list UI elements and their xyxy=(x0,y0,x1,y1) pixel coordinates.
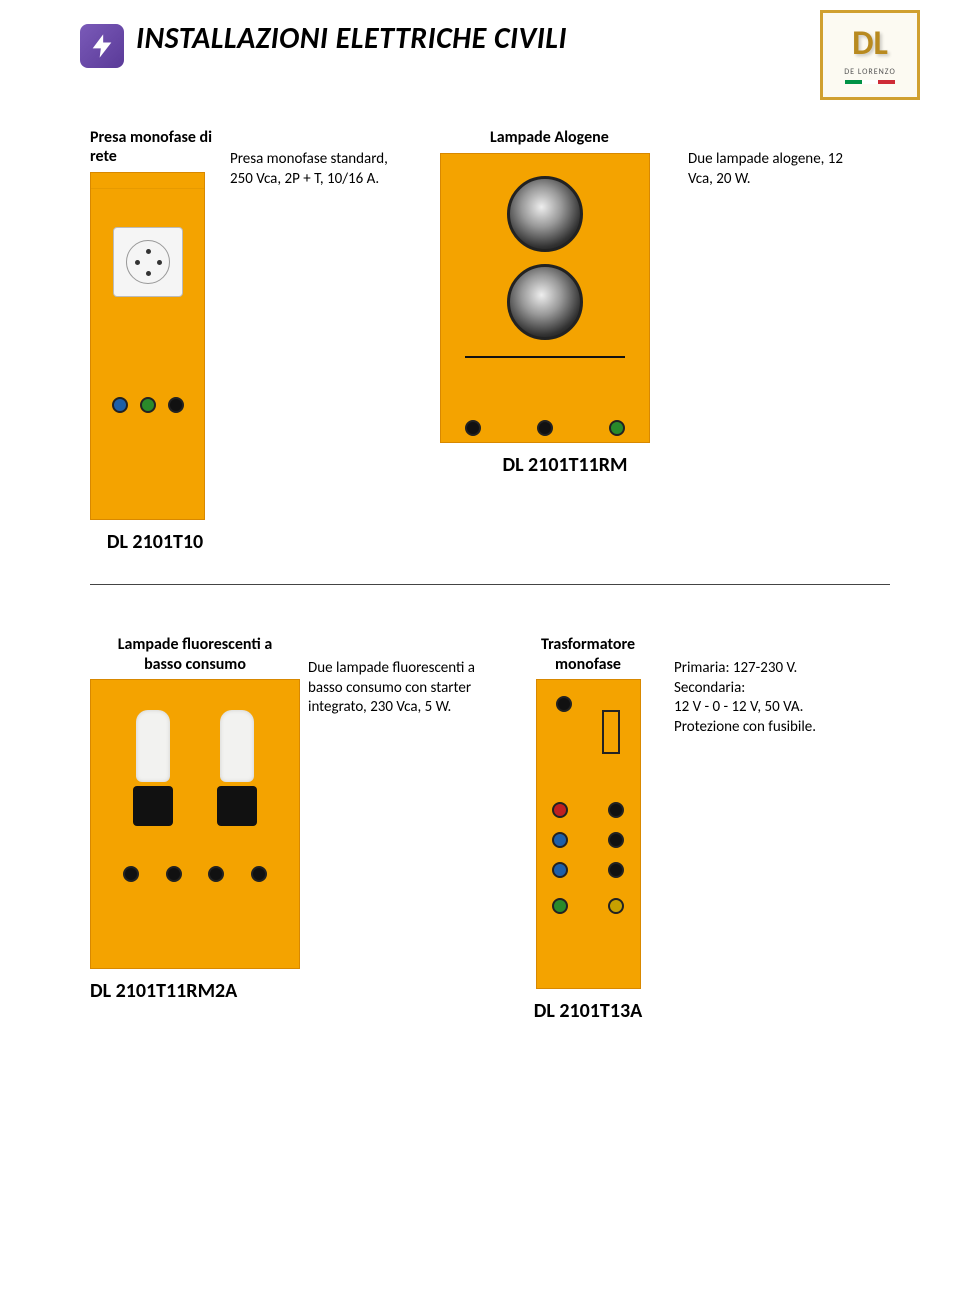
alogene-desc-col: Due lampade alogene, 12 Vca, 20 W. xyxy=(688,150,858,189)
product-fluorescenti: Lampade fluorescenti a basso consumo xyxy=(90,635,300,1003)
trasf-code: DL 2101T13A xyxy=(518,999,658,1023)
terminal-row xyxy=(465,420,625,436)
logo-text: DL xyxy=(852,27,888,61)
flag-white xyxy=(862,80,879,84)
presa-desc: Presa monofase standard, 250 Vca, 2P + T… xyxy=(230,150,410,189)
content-area: Presa monofase di rete DL 21 xyxy=(0,68,960,1023)
alogene-code: DL 2101T11RM xyxy=(460,453,670,477)
halogen-lamp-icon xyxy=(507,264,583,340)
fluor-title: Lampade fluorescenti a basso consumo xyxy=(90,635,300,675)
fuse-icon xyxy=(602,710,620,754)
fluor-image xyxy=(90,679,300,969)
trasf-desc: Primaria: 127-230 V. Secondaria: 12 V - … xyxy=(674,659,854,737)
flag-icon xyxy=(845,80,895,84)
page-title: INSTALLAZIONI ELETTRICHE CIVILI xyxy=(136,20,567,57)
brand-logo: DL DE LORENZO xyxy=(820,10,920,100)
presa-desc-col: Presa monofase standard, 250 Vca, 2P + T… xyxy=(230,150,410,189)
flag-green xyxy=(845,80,862,84)
product-row-2: Lampade fluorescenti a basso consumo xyxy=(90,635,890,1023)
trasf-desc-col: Primaria: 127-230 V. Secondaria: 12 V - … xyxy=(674,659,854,737)
alogene-desc: Due lampade alogene, 12 Vca, 20 W. xyxy=(688,150,858,189)
presa-title: Presa monofase di rete xyxy=(90,128,220,166)
alogene-image xyxy=(440,153,650,443)
alogene-title: Lampade Alogene xyxy=(490,128,670,147)
page-header: INSTALLAZIONI ELETTRICHE CIVILI DL DE LO… xyxy=(0,0,960,68)
halogen-lamp-icon xyxy=(507,176,583,252)
product-trasformatore: Trasformatore monofase xyxy=(518,635,658,1023)
logo-subtitle: DE LORENZO xyxy=(844,67,895,77)
fluorescent-lamp-icon xyxy=(210,710,264,840)
product-presa: Presa monofase di rete DL 21 xyxy=(90,128,220,554)
product-row-1: Presa monofase di rete DL 21 xyxy=(90,128,890,554)
trasf-image xyxy=(536,679,641,989)
product-alogene: Lampade Alogene DL 2101T11RM xyxy=(440,128,670,477)
category-icon xyxy=(80,24,124,68)
socket-icon xyxy=(113,227,183,297)
presa-image xyxy=(90,172,205,520)
trasf-title: Trasformatore monofase xyxy=(518,635,658,675)
fluorescent-lamp-icon xyxy=(126,710,180,840)
terminal-row xyxy=(112,397,184,413)
fluor-desc-col: Due lampade fluorescenti a basso consumo… xyxy=(308,659,478,718)
fluor-desc: Due lampade fluorescenti a basso consumo… xyxy=(308,659,478,718)
terminal-row xyxy=(110,866,280,882)
fluor-code: DL 2101T11RM2A xyxy=(90,979,300,1003)
divider xyxy=(90,584,890,585)
flag-red xyxy=(878,80,895,84)
presa-code: DL 2101T10 xyxy=(90,530,220,554)
